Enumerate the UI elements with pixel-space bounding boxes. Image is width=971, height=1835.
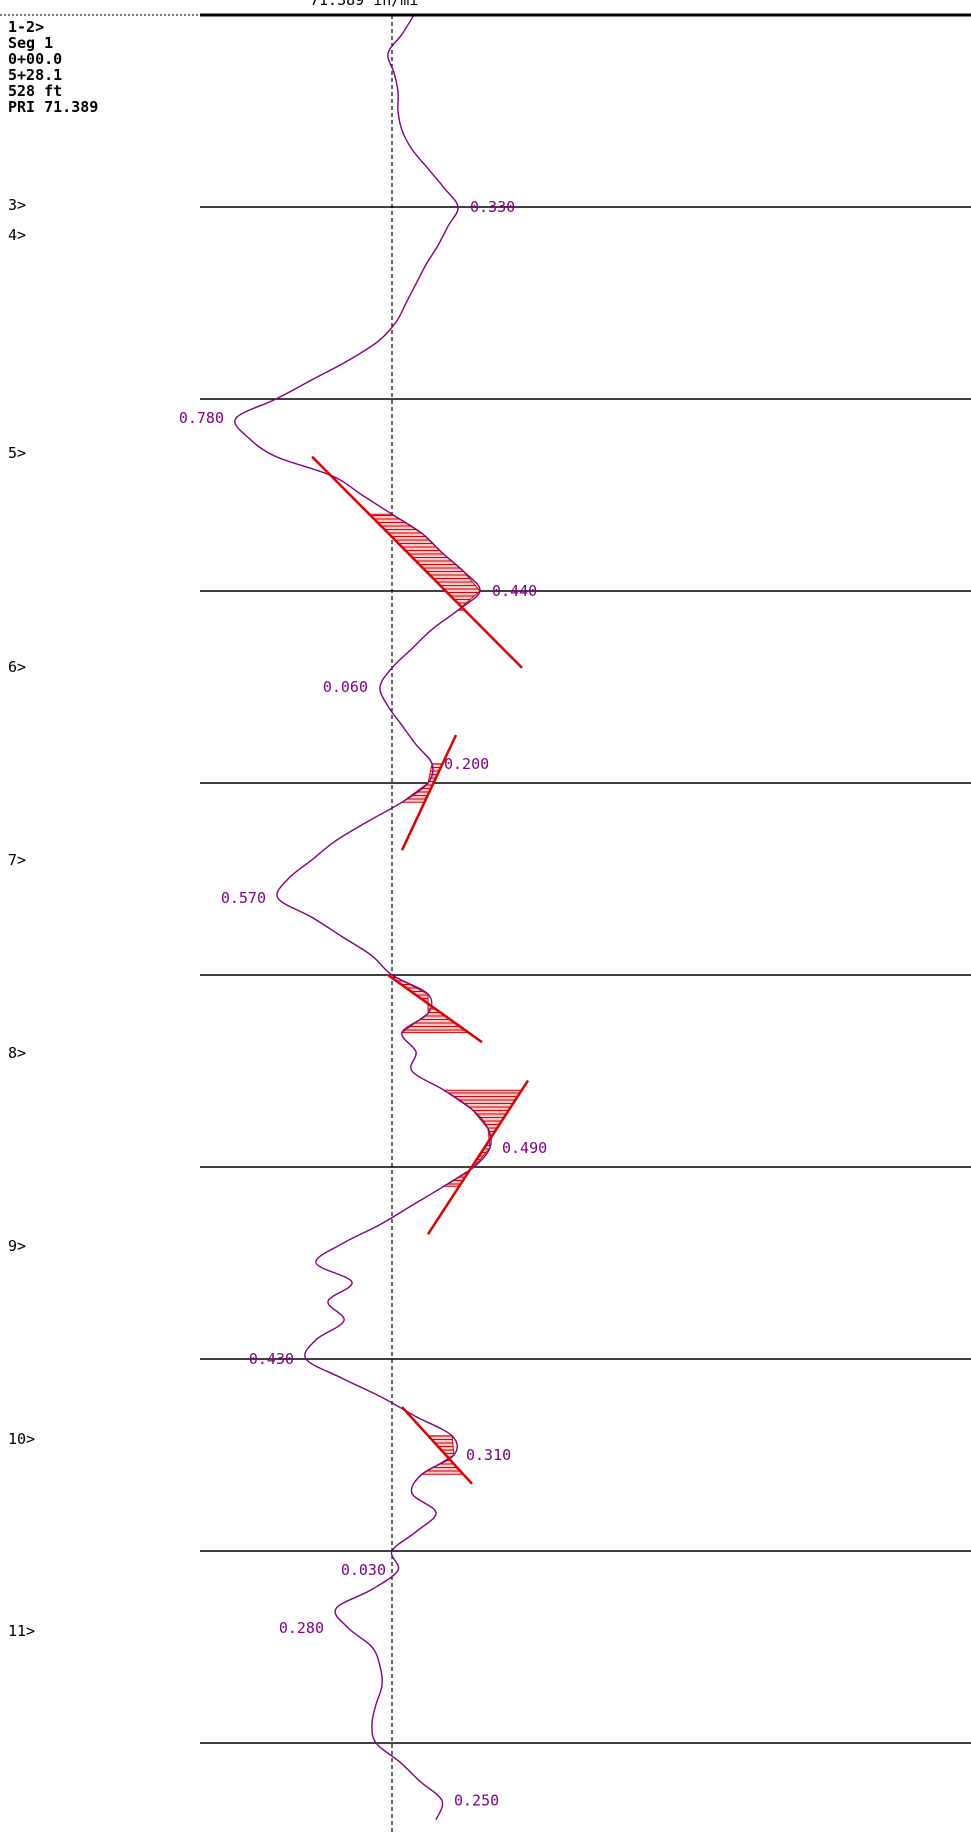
station-marker: 5> [8,444,26,462]
header-line: Seg 1 [8,34,53,52]
bump-fills [368,513,523,1475]
station-marker: 7> [8,851,26,869]
peak-label: 0.330 [470,198,515,216]
station-marker: 3> [8,196,26,214]
station-markers: 3> 4> 5> 6> 7> 8> 9> 10> 11> [8,196,35,1640]
station-marker: 9> [8,1237,26,1255]
peak-labels: 0.330 0.780 0.440 0.060 0.200 0.570 0.490 0.430… [179,198,547,1810]
header-line: 528 ft [8,82,62,100]
bump-line [401,1406,473,1485]
chart-title: 71.389 in/mi [310,0,418,9]
peak-label: 0.570 [221,889,266,907]
peak-label: 0.030 [341,1561,386,1579]
bump-fill [368,513,481,611]
grid-lines [200,206,971,1744]
station-marker: 8> [8,1044,26,1062]
header-line: 5+28.1 [8,66,62,84]
peak-label: 0.780 [179,409,224,427]
header-line: 0+00.0 [8,50,62,68]
peak-label: 0.280 [279,1619,324,1637]
station-marker: 6> [8,658,26,676]
peak-label: 0.490 [502,1139,547,1157]
bump-line [311,455,523,669]
header-line: 1-2> [8,18,44,36]
bump-line [400,734,458,851]
peak-label: 0.310 [466,1446,511,1464]
bump-lines [311,455,530,1485]
header-line: PRI 71.389 [8,98,98,116]
peak-label: 0.440 [492,582,537,600]
station-marker: 4> [8,226,26,244]
bump-line [426,1079,530,1235]
station-marker: 10> [8,1430,35,1448]
peak-label: 0.250 [454,1792,499,1810]
peak-label: 0.430 [249,1350,294,1368]
bump-line [387,973,483,1044]
peak-label: 0.200 [444,755,489,773]
peak-label: 0.060 [323,678,368,696]
station-marker: 11> [8,1622,35,1640]
profile-line [234,14,492,1821]
